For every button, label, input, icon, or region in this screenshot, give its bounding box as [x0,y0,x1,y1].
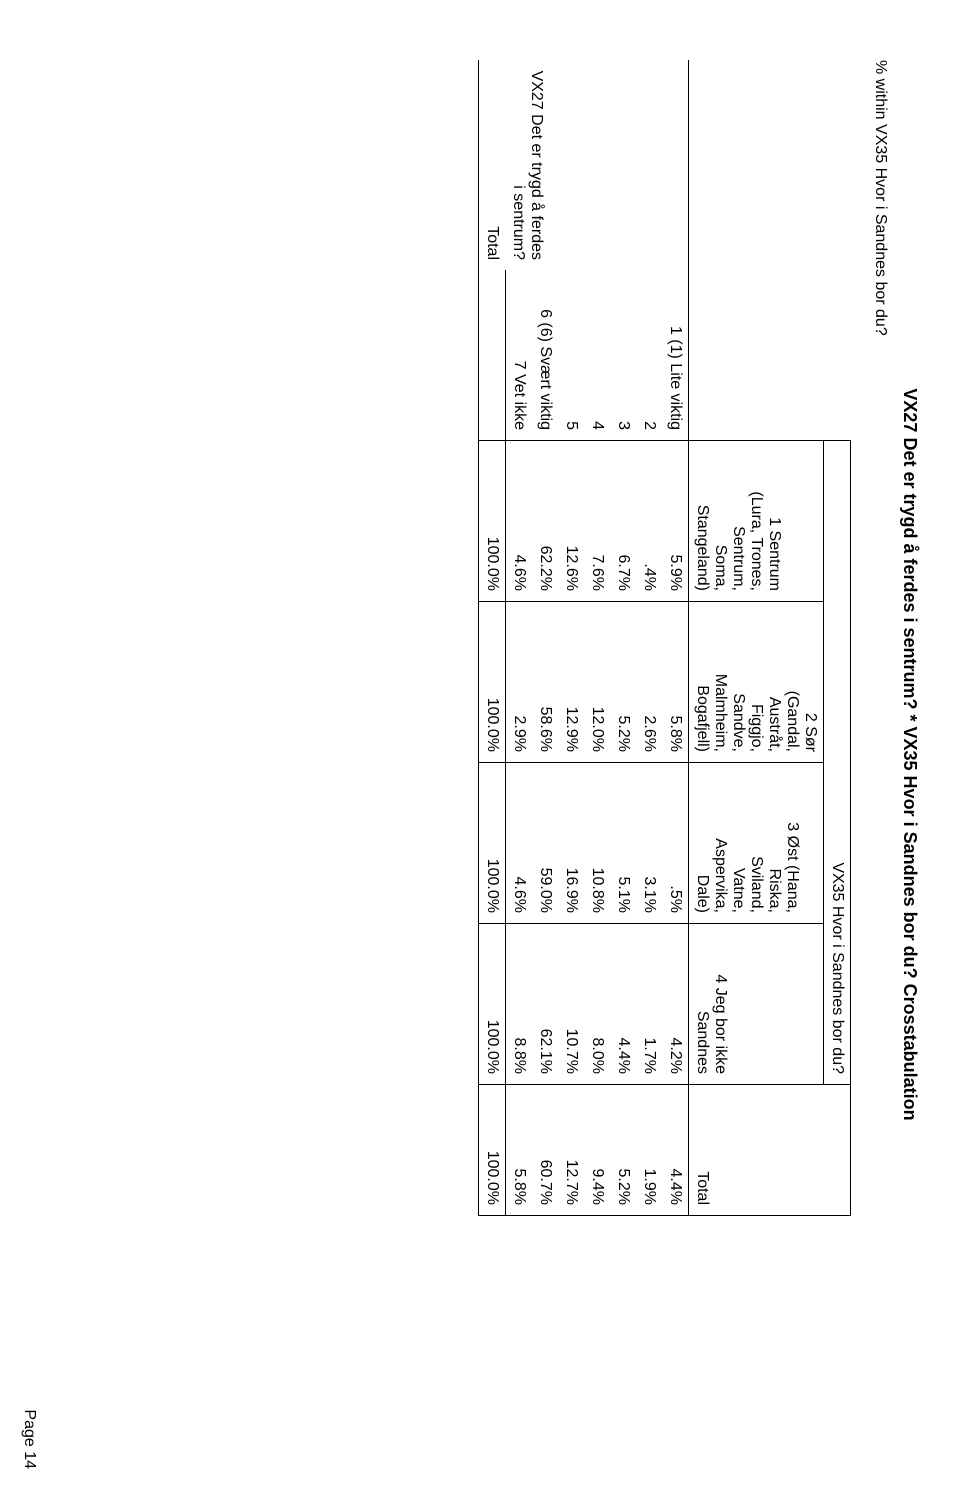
page-landscape: VX27 Det er trygd å ferdes i sentrum? * … [0,0,960,1509]
col-header-2: 2 Sør(Gandal,Austråt,Figgjo,Sandve,Malmh… [689,602,824,763]
cell: 2.9% [506,602,533,763]
row-category: 1 (1) Lite viktig [662,270,689,441]
cell: 4.6% [506,441,533,602]
cell: 62.2% [532,441,558,602]
cell: 16.9% [558,763,584,924]
crosstab-title: VX27 Det er trygd å ferdes i sentrum? * … [899,60,920,1449]
cell: 1.7% [636,924,662,1085]
col-header-4: 4 Jeg bor ikkeSandnes [689,924,824,1085]
cell: 1.9% [636,1085,662,1216]
row-category: 7 Vet ikke [506,270,533,441]
cell: 5.2% [610,602,636,763]
cell: 59.0% [532,763,558,924]
cell: 3.1% [636,763,662,924]
cell: 10.7% [558,924,584,1085]
cell: 5.9% [662,441,689,602]
cell: 5.8% [506,1085,533,1216]
cell: 58.6% [532,602,558,763]
cell: 12.9% [558,602,584,763]
cell: 12.7% [558,1085,584,1216]
cell: 8.8% [506,924,533,1085]
crosstab-subtitle: % within VX35 Hvor i Sandnes bor du? [871,60,889,1449]
cell: 9.4% [584,1085,610,1216]
cell: 100.0% [479,763,506,924]
table-row: VX27 Det er trygd å ferdesi sentrum? 1 (… [662,60,689,1216]
page-number: Page 14 [20,1409,38,1469]
total-row: Total 100.0% 100.0% 100.0% 100.0% 100.0% [479,60,506,1216]
cell: 4.2% [662,924,689,1085]
cell: 2.6% [636,602,662,763]
col-header-total: Total [689,1085,824,1216]
cell: .5% [662,763,689,924]
header-row-cols: 1 Sentrum(Lura, Trones,Sentrum,Soma,Stan… [689,60,824,1216]
row-group-label: VX27 Det er trygd å ferdesi sentrum? [506,60,689,270]
col-header-3: 3 Øst (Hana,Riska,Sviland,Vatne,Aspervik… [689,763,824,924]
cell: 62.1% [532,924,558,1085]
cell: 100.0% [479,441,506,602]
header-row-span: VX35 Hvor i Sandnes bor du? [824,60,851,1216]
cell: 100.0% [479,924,506,1085]
row-category: 6 (6) Svært viktig [532,270,558,441]
row-category: 5 [558,270,584,441]
cell: 12.6% [558,441,584,602]
cell: 8.0% [584,924,610,1085]
cell: 10.8% [584,763,610,924]
cell: 5.8% [662,602,689,763]
cell: 60.7% [532,1085,558,1216]
spanning-header: VX35 Hvor i Sandnes bor du? [824,441,851,1085]
crosstab-table: VX35 Hvor i Sandnes bor du? 1 Sentrum(Lu… [478,60,851,1216]
cell: 4.4% [610,924,636,1085]
row-category: 2 [636,270,662,441]
cell: 5.2% [610,1085,636,1216]
cell: 7.6% [584,441,610,602]
cell: 12.0% [584,602,610,763]
cell: 100.0% [479,602,506,763]
row-category: 3 [610,270,636,441]
cell: 4.4% [662,1085,689,1216]
cell: 4.6% [506,763,533,924]
cell: 100.0% [479,1085,506,1216]
col-header-1: 1 Sentrum(Lura, Trones,Sentrum,Soma,Stan… [689,441,824,602]
row-category: 4 [584,270,610,441]
cell: 6.7% [610,441,636,602]
cell: .4% [636,441,662,602]
total-row-label: Total [479,60,506,270]
cell: 5.1% [610,763,636,924]
